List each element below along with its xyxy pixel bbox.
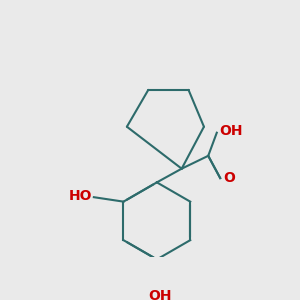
Text: OH: OH [219,124,243,138]
Text: OH: OH [149,289,172,300]
Text: O: O [224,171,236,185]
Text: HO: HO [69,189,92,203]
